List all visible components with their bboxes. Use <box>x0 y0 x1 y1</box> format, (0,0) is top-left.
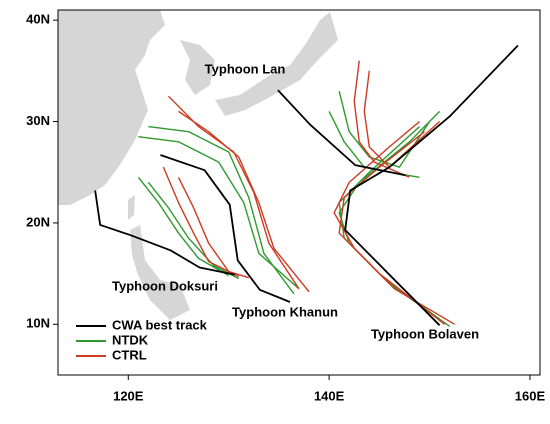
annotation: Typhoon Doksuri <box>112 278 218 293</box>
land <box>58 10 338 320</box>
track <box>277 89 406 177</box>
track <box>178 110 310 293</box>
track <box>148 125 295 295</box>
annotation: Typhoon Lan <box>205 61 286 76</box>
annotation: Typhoon Khanun <box>232 304 338 319</box>
track <box>160 154 291 303</box>
track <box>344 44 519 326</box>
track <box>363 70 441 168</box>
y-tick-label: 30N <box>26 113 50 128</box>
legend-label: NTDK <box>112 332 149 347</box>
annotation: Typhoon Bolaven <box>371 326 479 341</box>
taiwan <box>128 195 135 220</box>
y-tick-label: 10N <box>26 316 50 331</box>
track <box>147 181 240 280</box>
legend-label: CWA best track <box>112 317 208 332</box>
china <box>58 10 165 205</box>
x-tick-label: 120E <box>113 388 144 403</box>
y-tick-label: 40N <box>26 12 50 27</box>
y-tick-label: 20N <box>26 214 50 229</box>
track <box>338 90 431 168</box>
japan <box>215 12 338 116</box>
track <box>177 176 249 279</box>
track <box>94 190 235 276</box>
x-tick-label: 140E <box>314 388 345 403</box>
track <box>338 110 451 327</box>
x-tick-label: 160E <box>515 388 546 403</box>
track <box>162 166 240 278</box>
track <box>353 60 410 178</box>
frame <box>57 9 541 376</box>
track <box>138 136 300 290</box>
track <box>333 120 456 325</box>
legend-label: CTRL <box>112 347 147 362</box>
track <box>137 176 230 277</box>
philippines <box>130 225 190 320</box>
track <box>338 131 446 325</box>
korea <box>180 40 215 95</box>
